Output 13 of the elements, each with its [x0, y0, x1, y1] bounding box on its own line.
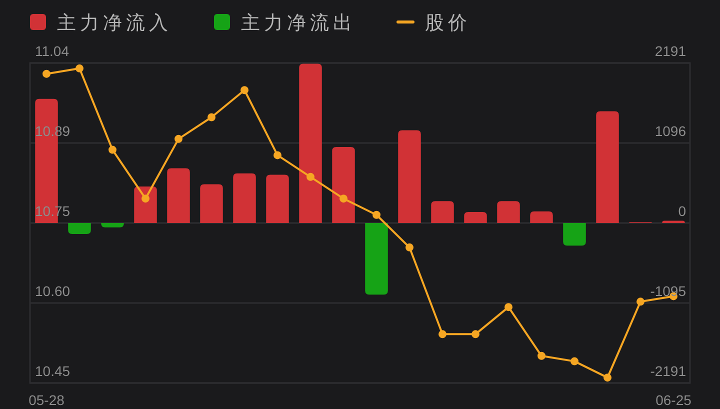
x-tick-label: 05-28: [28, 392, 65, 408]
y-tick-label: 10.45: [35, 363, 70, 379]
legend-label: 主力净流出: [241, 12, 356, 34]
legend-label: 股价: [425, 13, 471, 34]
x-tick-label: 06-25: [656, 392, 692, 408]
y-tick-label: 11.04: [35, 43, 70, 59]
y-tick-label: 10.60: [35, 283, 70, 299]
y2-tick-label: -2191: [650, 363, 686, 379]
y2-tick-label: 0: [678, 203, 686, 219]
legend-label: 主力净流入: [57, 12, 172, 34]
y2-tick-label: 1096: [654, 122, 686, 139]
y2-tick-label: -1095: [650, 282, 686, 299]
y2-tick-label: 2191: [654, 43, 686, 59]
